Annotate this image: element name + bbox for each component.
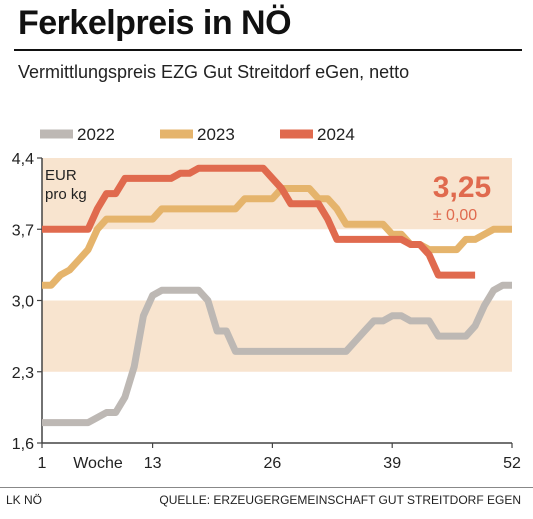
y-unit-label-line-2: pro kg (45, 186, 87, 203)
chart-subtitle: Vermittlungspreis EZG Gut Streitdorf eGe… (18, 62, 410, 82)
title-rule (14, 49, 522, 51)
series-line-2022 (42, 281, 512, 427)
series-lines (42, 164, 512, 427)
y-tick-label-3: 3,7 (12, 222, 34, 239)
x-tick-label-0: 1 (38, 455, 47, 472)
x-tick-label-1: 13 (144, 455, 162, 472)
x-tick-label-4: 52 (503, 455, 521, 472)
series-line-2024 (42, 164, 476, 279)
tick-labels: 1,6 2,3 3,0 3,7 4,4 1 13 26 39 52 (12, 151, 521, 472)
y-tick-label-4: 4,4 (12, 151, 34, 168)
legend-label-2023: 2023 (197, 125, 235, 144)
footer-source: QUELLE: ERZEUGERGEMEINSCHAFT GUT STREITD… (159, 493, 521, 507)
axes (37, 157, 513, 448)
y-tick-label-1: 2,3 (12, 365, 34, 382)
x-tick-label-3: 39 (383, 455, 401, 472)
legend-label-2022: 2022 (77, 125, 115, 144)
x-tick-label-2: 26 (263, 455, 281, 472)
legend: 2022 2023 2024 (40, 125, 355, 144)
y-tick-label-0: 1,6 (12, 436, 34, 453)
band-1 (42, 300, 512, 372)
y-unit-label-line-1: EUR (45, 167, 77, 184)
price-change-annotation: ± 0,00 (433, 207, 477, 224)
chart-title: Ferkelpreis in NÖ (18, 4, 292, 42)
y-tick-label-2: 3,0 (12, 294, 34, 311)
footer-credit: LK NÖ (6, 493, 43, 507)
series-line-2023 (42, 185, 512, 289)
current-price-annotation: 3,25 (433, 171, 491, 204)
x-axis-label: Woche (73, 455, 123, 472)
legend-label-2024: 2024 (317, 125, 355, 144)
footer-rule (0, 487, 533, 488)
